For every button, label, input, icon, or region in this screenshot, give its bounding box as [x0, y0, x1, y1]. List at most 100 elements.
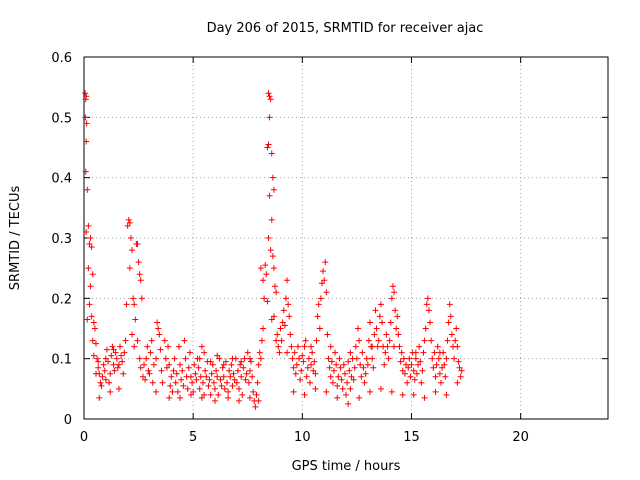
data-point: [294, 343, 301, 350]
data-point: [237, 361, 244, 368]
data-point: [324, 331, 331, 338]
data-point: [328, 358, 335, 365]
data-point: [389, 283, 396, 290]
data-point: [93, 370, 100, 377]
data-point: [243, 370, 250, 377]
data-point: [458, 367, 465, 374]
data-point: [456, 364, 463, 371]
chart-title: Day 206 of 2015, SRMTID for receiver aja…: [207, 21, 484, 36]
y-tick-label: 0.4: [51, 172, 72, 187]
data-point: [452, 337, 459, 344]
data-point: [240, 364, 247, 371]
data-point: [345, 400, 352, 407]
data-point: [388, 388, 395, 395]
data-point: [102, 355, 109, 362]
data-point: [278, 337, 285, 344]
data-point: [420, 349, 427, 356]
x-tick-label: 5: [189, 430, 197, 445]
data-point: [306, 379, 313, 386]
data-point: [329, 379, 336, 386]
data-point: [397, 358, 404, 365]
data-point: [322, 259, 329, 266]
data-point: [425, 307, 432, 314]
data-point: [187, 391, 194, 398]
data-point: [265, 90, 272, 97]
data-point: [412, 355, 419, 362]
data-point: [122, 337, 129, 344]
data-point: [361, 379, 368, 386]
data-point: [280, 307, 287, 314]
data-point: [406, 355, 413, 362]
data-point: [396, 343, 403, 350]
data-point: [221, 385, 228, 392]
data-point: [88, 313, 95, 320]
data-point: [101, 367, 108, 374]
data-point: [413, 370, 420, 377]
data-point: [219, 364, 226, 371]
data-point: [236, 385, 243, 392]
data-point: [422, 325, 429, 332]
data-point: [282, 295, 289, 302]
data-point: [388, 295, 395, 302]
data-point: [436, 349, 443, 356]
data-point: [308, 361, 315, 368]
data-point: [246, 355, 253, 362]
data-point: [90, 319, 97, 326]
data-point: [159, 379, 166, 386]
data-point: [147, 349, 154, 356]
data-point: [377, 385, 384, 392]
data-point: [167, 382, 174, 389]
x-tick-label: 20: [512, 430, 529, 445]
data-point: [298, 367, 305, 374]
data-point: [193, 376, 200, 383]
data-point: [433, 361, 440, 368]
data-point: [356, 337, 363, 344]
data-point: [185, 364, 192, 371]
data-point: [267, 96, 274, 103]
data-point: [245, 379, 252, 386]
data-point: [84, 316, 91, 323]
data-point: [345, 358, 352, 365]
data-point: [410, 391, 417, 398]
data-point: [289, 355, 296, 362]
data-point: [171, 355, 178, 362]
data-point: [89, 271, 96, 278]
data-point: [411, 376, 418, 383]
data-point: [107, 388, 114, 395]
data-point: [226, 367, 233, 374]
data-point: [300, 358, 307, 365]
y-tick-label: 0.2: [51, 292, 72, 307]
data-point: [309, 349, 316, 356]
data-point: [268, 150, 275, 157]
data-point: [154, 319, 161, 326]
data-point: [315, 301, 322, 308]
data-point: [82, 90, 89, 97]
data-point: [262, 262, 269, 269]
data-point: [403, 361, 410, 368]
data-point: [327, 373, 334, 380]
data-point: [257, 265, 264, 272]
data-point: [144, 343, 151, 350]
data-point: [83, 228, 90, 235]
data-point: [95, 358, 102, 365]
data-point: [435, 355, 442, 362]
data-point: [316, 325, 323, 332]
data-point: [163, 364, 170, 371]
data-point: [321, 277, 328, 284]
data-point: [341, 370, 348, 377]
x-tick-label: 10: [294, 430, 311, 445]
data-point: [215, 391, 222, 398]
data-point: [270, 313, 277, 320]
data-point: [457, 373, 464, 380]
data-point: [177, 394, 184, 401]
data-point: [365, 337, 372, 344]
data-point: [181, 337, 188, 344]
data-point: [132, 316, 139, 323]
data-point: [305, 355, 312, 362]
data-point: [97, 379, 104, 386]
data-point: [145, 367, 152, 374]
data-point: [217, 376, 224, 383]
data-point: [286, 313, 293, 320]
data-point: [182, 355, 189, 362]
data-point: [186, 349, 193, 356]
